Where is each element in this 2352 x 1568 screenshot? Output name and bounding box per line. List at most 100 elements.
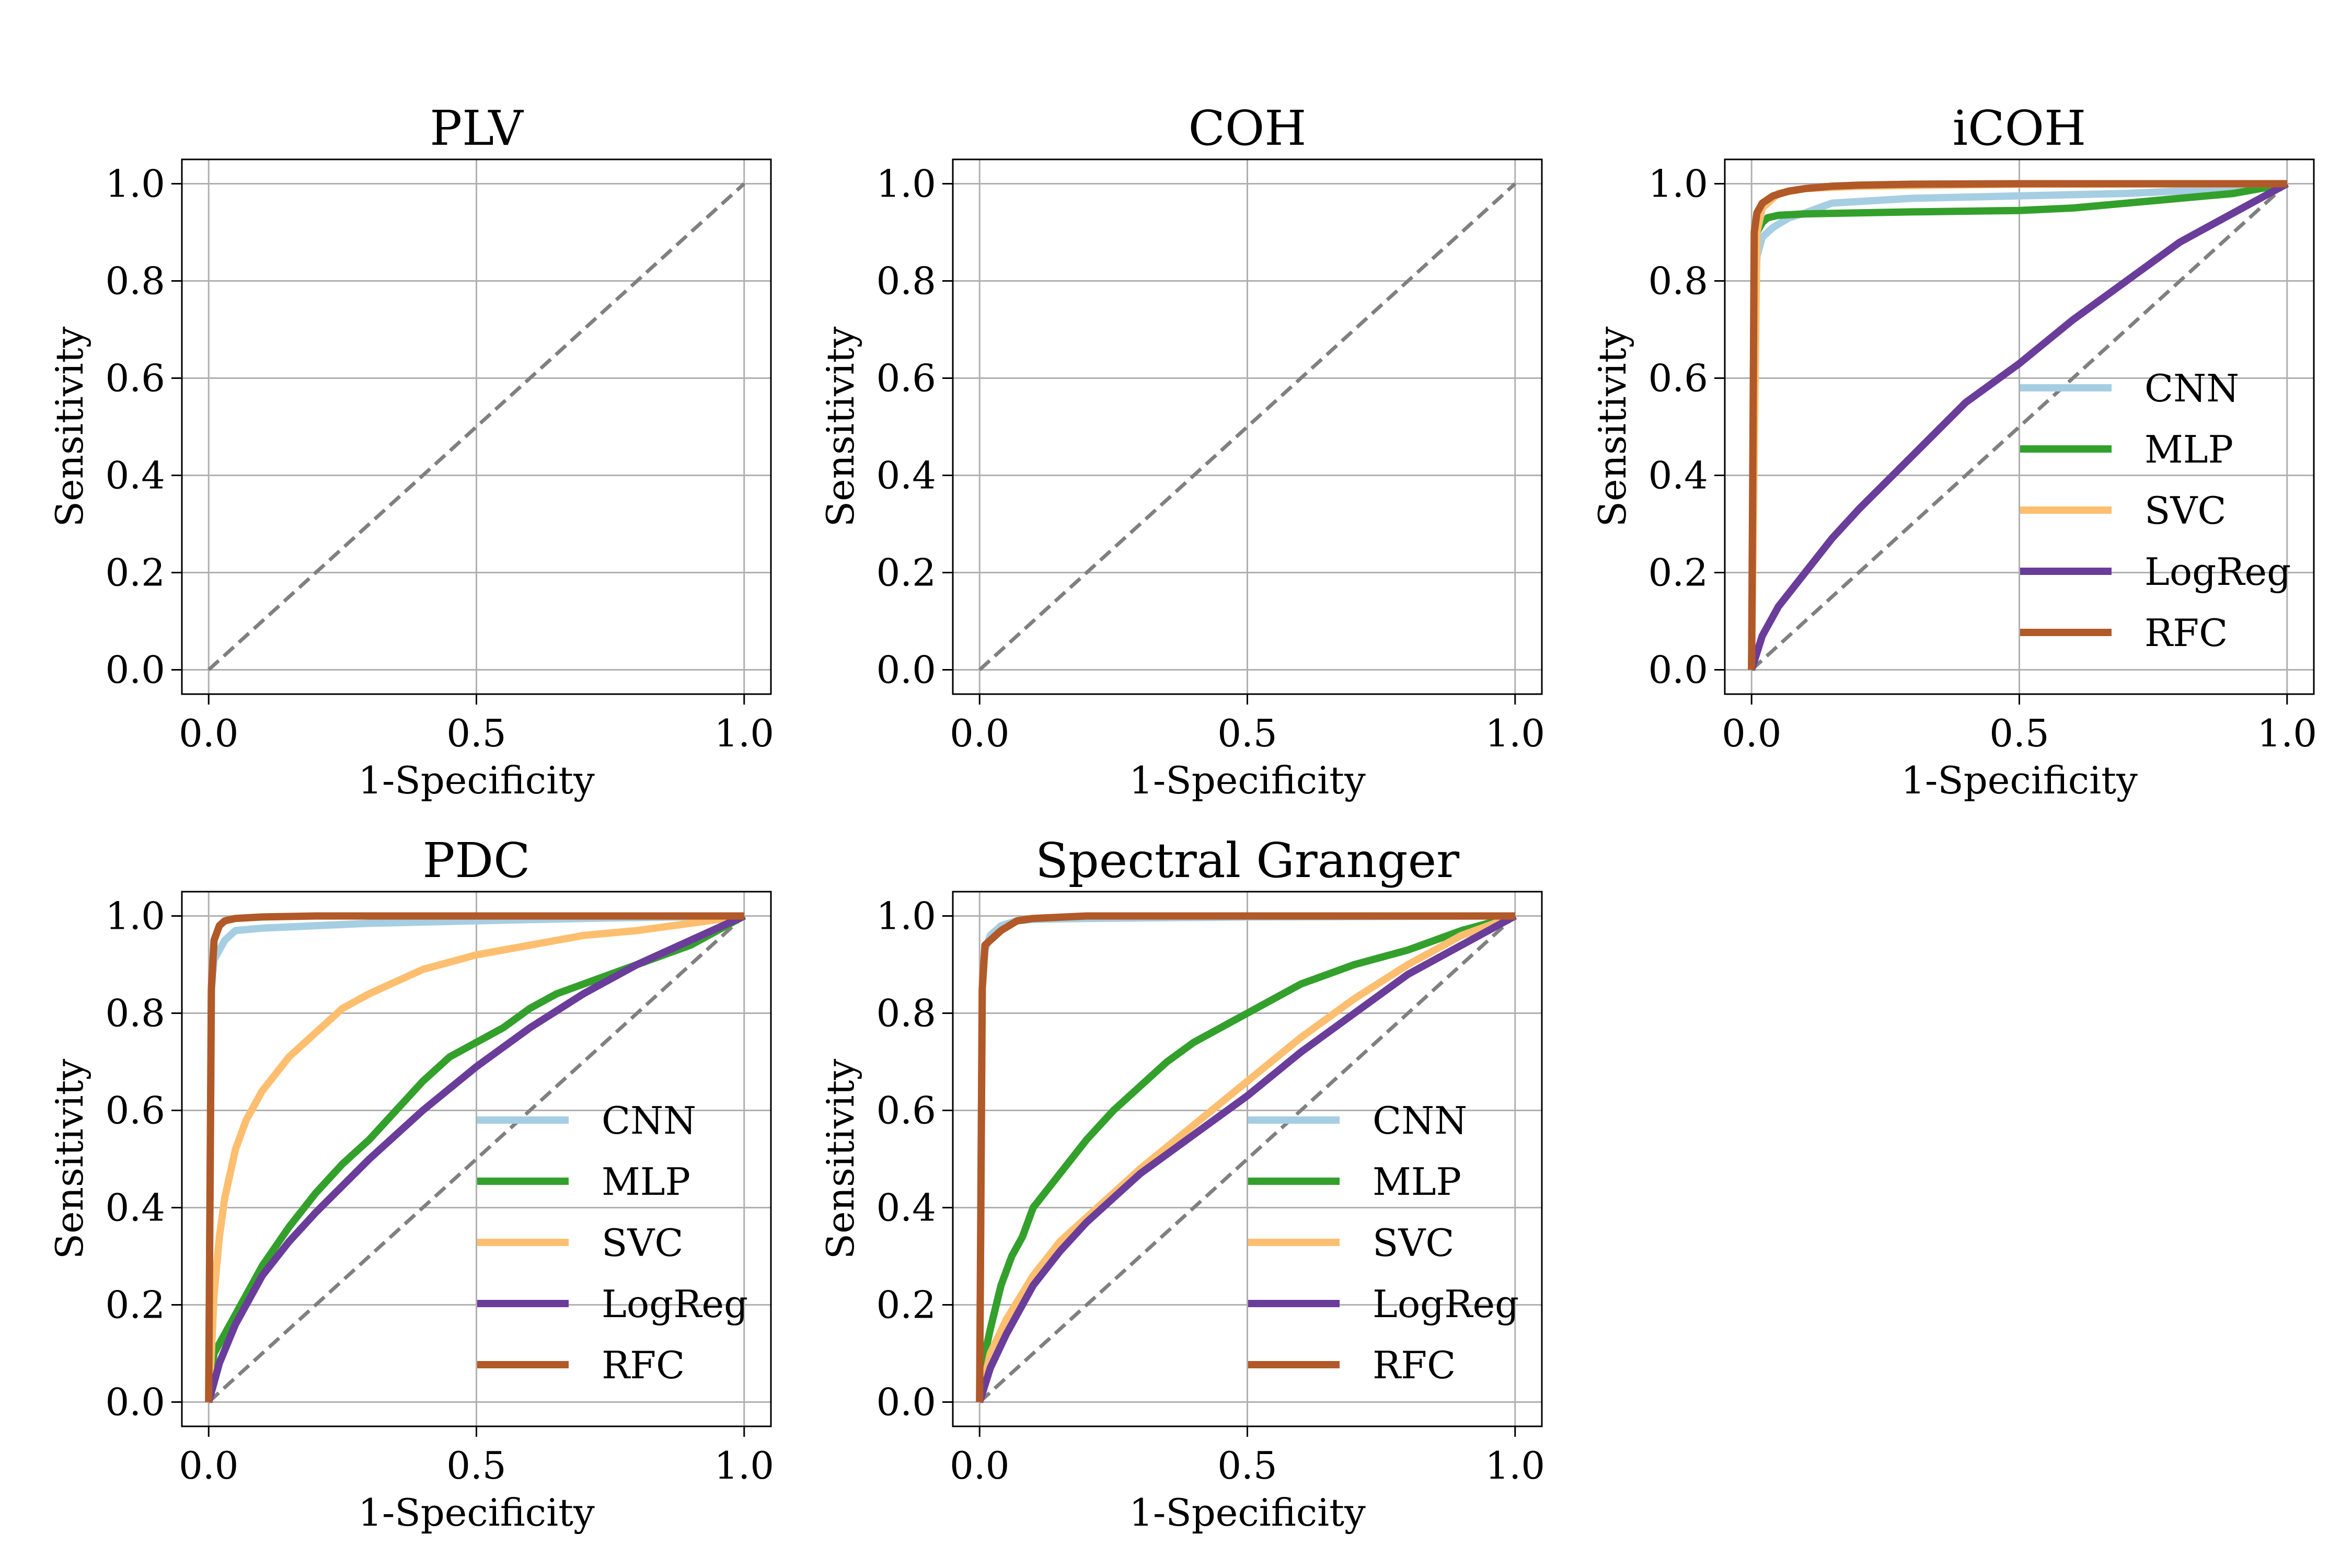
x-tick-label: 0.5: [446, 1444, 506, 1488]
y-tick-label: 0.2: [105, 1283, 165, 1327]
y-tick-label: 1.0: [1648, 162, 1708, 206]
x-axis-label: 1-Specificity: [1129, 1491, 1366, 1535]
chart-title: iCOH: [1953, 100, 2086, 156]
y-tick-label: 0.8: [1648, 259, 1708, 303]
legend-label-cnn: CNN: [602, 1099, 696, 1143]
y-tick-label: 0.6: [876, 356, 936, 400]
legend-label-svc: SVC: [602, 1221, 683, 1265]
x-tick-label: 0.5: [1989, 711, 2049, 755]
series-line-rfc: [1748, 180, 2287, 670]
legend-label-cnn: CNN: [2145, 366, 2239, 410]
y-tick-label: 0.0: [876, 1380, 936, 1424]
y-tick-label: 0.2: [876, 551, 936, 595]
y-tick-label: 0.4: [876, 1186, 936, 1230]
panel-pdc: 0.0 0.5 1.0 0.0 0.2 0.4 0.6 0.8 1.0 PDC 1-Specific…: [48, 833, 774, 1535]
y-tick-label: 1.0: [105, 162, 165, 206]
series-line-logreg: [976, 913, 1517, 1403]
legend-label-cnn: CNN: [1373, 1099, 1467, 1143]
legend-label-logreg: LogReg: [602, 1282, 748, 1326]
legend: CNN MLP SVC LogReg RFC: [477, 1099, 748, 1387]
panel-plv: 0.0 0.5 1.0 0.0 0.2 0.4 0.6 0.8 1.0 PLV 1-Specific…: [48, 100, 774, 802]
legend-label-rfc: RFC: [2145, 611, 2228, 655]
y-tick-label: 0.6: [105, 1089, 165, 1133]
x-tick-label: 1.0: [1485, 711, 1546, 755]
y-tick-label: 0.8: [876, 991, 936, 1035]
chance-line: [978, 914, 1517, 1404]
x-axis-label: 1-Specificity: [1129, 758, 1366, 802]
series-line-svc: [205, 912, 745, 1402]
legend-label-mlp: MLP: [2145, 428, 2233, 471]
chart-title: PLV: [430, 100, 524, 156]
series-group: [205, 912, 746, 1403]
x-tick-label: 1.0: [1485, 1444, 1546, 1488]
y-tick-label: 1.0: [876, 162, 936, 206]
x-tick-label: 0.5: [446, 711, 506, 755]
x-axis-label: 1-Specificity: [358, 758, 595, 802]
y-axis-label: Sensitivity: [48, 326, 91, 527]
legend: CNN MLP SVC LogReg RFC: [1248, 1099, 1519, 1387]
y-tick-label: 1.0: [105, 894, 165, 938]
x-tick-label: 1.0: [714, 711, 775, 755]
y-tick-label: 0.8: [876, 259, 936, 303]
series-line-rfc: [976, 912, 1515, 1402]
chart-title: COH: [1188, 100, 1306, 156]
y-tick-label: 0.2: [876, 1283, 936, 1327]
y-tick-label: 0.8: [105, 259, 165, 303]
panel-spectral-granger: 0.0 0.5 1.0 0.0 0.2 0.4 0.6 0.8 1.0 Spectral Gran…: [818, 833, 1545, 1535]
x-axis-label: 1-Specificity: [1901, 758, 2138, 802]
chance-line: [207, 182, 746, 672]
y-tick-label: 0.6: [876, 1089, 936, 1133]
legend-label-svc: SVC: [1373, 1221, 1454, 1265]
x-tick-label: 0.0: [1722, 711, 1782, 755]
series-line-logreg: [205, 913, 746, 1403]
legend-label-logreg: LogReg: [2145, 550, 2291, 594]
y-tick-label: 0.6: [105, 356, 165, 400]
y-axis-label: Sensitivity: [1590, 326, 1634, 527]
y-axis-label: Sensitivity: [48, 1058, 91, 1259]
panel-icoh: 0.0 0.5 1.0 0.0 0.2 0.4 0.6 0.8 1.0 iCOH 1-Specifi…: [1590, 100, 2317, 802]
y-axis-label: Sensitivity: [818, 1058, 862, 1259]
y-tick-label: 0.0: [1648, 648, 1708, 692]
chart-title: Spectral Granger: [1035, 833, 1459, 889]
y-tick-label: 1.0: [876, 894, 936, 938]
y-tick-label: 0.4: [876, 454, 936, 498]
x-tick-label: 0.0: [179, 711, 239, 755]
x-tick-label: 0.5: [1217, 711, 1277, 755]
y-tick-label: 0.0: [105, 648, 165, 692]
series-line-svc: [976, 912, 1517, 1403]
x-tick-label: 0.5: [1217, 1444, 1277, 1488]
chance-line: [207, 914, 746, 1404]
x-tick-label: 0.0: [179, 1444, 239, 1488]
legend: CNN MLP SVC LogReg RFC: [2020, 366, 2291, 655]
panel-coh: 0.0 0.5 1.0 0.0 0.2 0.4 0.6 0.8 1.0 COH 1-Specific…: [818, 100, 1545, 802]
y-tick-label: 0.0: [105, 1380, 165, 1424]
series-group: [976, 912, 1517, 1403]
x-tick-label: 1.0: [714, 1444, 775, 1488]
series-line-mlp: [205, 913, 746, 1403]
legend-label-mlp: MLP: [602, 1160, 690, 1204]
chance-line: [1750, 182, 2289, 672]
y-tick-label: 0.2: [105, 551, 165, 595]
series-group: [1748, 180, 2289, 671]
legend-label-svc: SVC: [2145, 489, 2226, 533]
x-axis-label: 1-Specificity: [358, 1491, 595, 1535]
y-tick-label: 0.4: [105, 454, 165, 498]
y-tick-label: 0.6: [1648, 356, 1708, 400]
y-tick-label: 0.0: [876, 648, 936, 692]
y-tick-label: 0.2: [1648, 551, 1708, 595]
y-tick-label: 0.8: [105, 991, 165, 1035]
chance-line: [978, 182, 1517, 672]
x-tick-label: 0.0: [950, 1444, 1010, 1488]
y-tick-label: 0.4: [105, 1186, 165, 1230]
chart-title: PDC: [422, 833, 530, 889]
series-line-mlp: [976, 912, 1516, 1403]
legend-label-rfc: RFC: [602, 1343, 685, 1387]
legend-label-rfc: RFC: [1373, 1343, 1456, 1387]
series-line-rfc: [205, 912, 744, 1402]
x-tick-label: 1.0: [2257, 711, 2318, 755]
x-tick-label: 0.0: [950, 711, 1010, 755]
legend-label-logreg: LogReg: [1373, 1282, 1519, 1326]
series-line-logreg: [1748, 180, 2289, 671]
legend-label-mlp: MLP: [1373, 1160, 1461, 1204]
